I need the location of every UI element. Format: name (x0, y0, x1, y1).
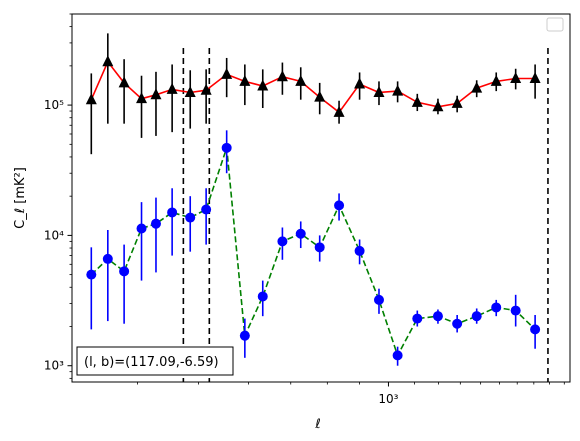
data-point-triangle (354, 77, 366, 89)
data-point-triangle (333, 105, 345, 117)
data-point-triangle (529, 71, 541, 83)
data-point-triangle (85, 93, 97, 105)
data-point-triangle (411, 95, 423, 107)
data-point-circle (185, 212, 196, 223)
data-point-circle (167, 207, 178, 218)
plot-background (72, 14, 570, 382)
data-point-triangle (295, 74, 307, 86)
data-point-triangle (257, 79, 269, 91)
data-point-circle (136, 223, 147, 234)
data-series (85, 33, 541, 366)
data-point-circle (354, 245, 365, 256)
data-point-triangle (276, 70, 288, 82)
vertical-reference-lines (182, 48, 549, 382)
data-point-circle (510, 305, 521, 316)
data-point-triangle (200, 83, 212, 95)
data-point-triangle (136, 92, 148, 104)
y-tick-label: 10³ (44, 359, 64, 373)
data-point-circle (491, 302, 502, 313)
data-point-triangle (184, 85, 196, 97)
legend-box (546, 17, 564, 32)
y-tick-label: 10⁵ (44, 98, 64, 112)
y-tick-label: 10⁴ (44, 228, 64, 242)
data-point-circle (221, 142, 232, 153)
data-point-circle (150, 218, 161, 229)
axes: 10³ 10³ 10⁴ 10⁵ (44, 13, 565, 406)
data-point-circle (314, 242, 325, 253)
data-point-circle (201, 204, 212, 215)
data-point-triangle (221, 67, 233, 79)
data-point-triangle (118, 76, 130, 88)
x-axis-label: ℓ (314, 417, 320, 432)
x-tick-label: 10³ (378, 392, 398, 406)
data-point-triangle (102, 55, 114, 67)
data-point-circle (295, 228, 306, 239)
annotation-box: (l, b)=(117.09,-6.59) (76, 346, 234, 376)
data-point-circle (373, 294, 384, 305)
y-axis-label: C_ℓ [mK²] (13, 167, 28, 229)
data-point-circle (257, 291, 268, 302)
data-point-triangle (432, 100, 444, 112)
data-point-circle (530, 324, 541, 335)
plot-frame (71, 13, 571, 383)
data-point-circle (471, 311, 482, 322)
data-point-triangle (471, 81, 483, 93)
data-point-triangle (510, 71, 522, 83)
data-point-circle (102, 253, 113, 264)
data-point-triangle (373, 85, 385, 97)
data-point-triangle (314, 90, 326, 102)
data-point-circle (86, 269, 97, 280)
data-point-circle (277, 236, 288, 247)
data-point-circle (119, 266, 130, 277)
data-point-triangle (451, 96, 463, 108)
annotation-label: (l, b)=(117.09,-6.59) (84, 355, 219, 370)
data-point-circle (239, 330, 250, 341)
data-point-circle (392, 350, 403, 361)
data-point-triangle (166, 82, 178, 94)
data-point-circle (412, 313, 423, 324)
data-point-circle (432, 311, 443, 322)
data-point-circle (452, 318, 463, 329)
data-point-circle (334, 200, 345, 211)
data-point-triangle (239, 74, 251, 86)
data-point-triangle (490, 74, 502, 86)
data-point-triangle (392, 84, 404, 96)
data-point-triangle (150, 88, 162, 100)
